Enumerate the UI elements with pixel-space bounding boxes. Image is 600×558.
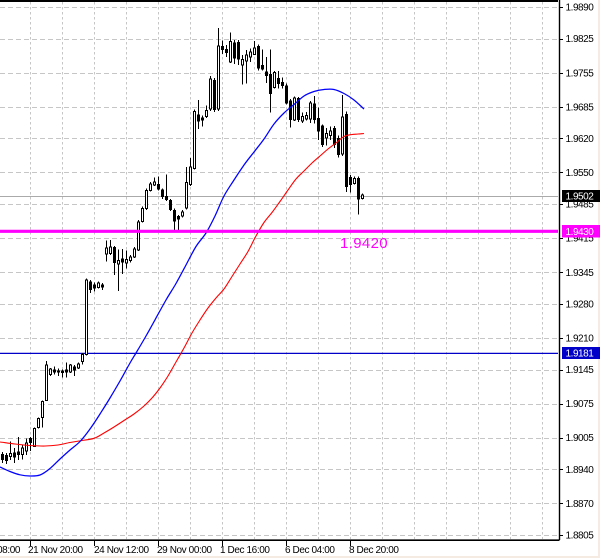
svg-text:29 Nov 00:00: 29 Nov 00:00 (157, 545, 213, 556)
svg-text:1.9485: 1.9485 (566, 200, 595, 211)
svg-text:1.8870: 1.8870 (566, 499, 595, 510)
svg-text:1 Dec 16:00: 1 Dec 16:00 (220, 545, 270, 556)
svg-text:1.9280: 1.9280 (566, 299, 595, 310)
svg-text:1.9210: 1.9210 (566, 334, 595, 345)
svg-text:1.9755: 1.9755 (566, 68, 595, 79)
svg-text:1.9415: 1.9415 (566, 234, 595, 245)
svg-text:1.9145: 1.9145 (566, 365, 595, 376)
svg-text:1.8940: 1.8940 (566, 465, 595, 476)
svg-text:1.9345: 1.9345 (566, 268, 595, 279)
svg-text:21 Nov 20:00: 21 Nov 20:00 (28, 545, 84, 556)
svg-text:8 Dec 20:00: 8 Dec 20:00 (349, 545, 399, 556)
svg-text:08:00: 08:00 (0, 545, 21, 556)
svg-text:1.9685: 1.9685 (566, 102, 595, 113)
svg-text:1.9620: 1.9620 (566, 134, 595, 145)
svg-text:1.9181: 1.9181 (566, 349, 595, 360)
svg-text:1.9890: 1.9890 (566, 3, 595, 14)
svg-text:1.9420: 1.9420 (340, 235, 388, 252)
svg-text:1.9502: 1.9502 (566, 192, 595, 203)
svg-text:1.9430: 1.9430 (566, 227, 595, 238)
svg-text:1.9550: 1.9550 (566, 168, 595, 179)
svg-text:1.9825: 1.9825 (566, 34, 595, 45)
svg-text:1.9075: 1.9075 (566, 399, 595, 410)
svg-text:1.9005: 1.9005 (566, 433, 595, 444)
svg-text:6 Dec 04:00: 6 Dec 04:00 (285, 545, 335, 556)
svg-text:24 Nov 12:00: 24 Nov 12:00 (94, 545, 150, 556)
svg-text:1.8805: 1.8805 (566, 531, 595, 542)
